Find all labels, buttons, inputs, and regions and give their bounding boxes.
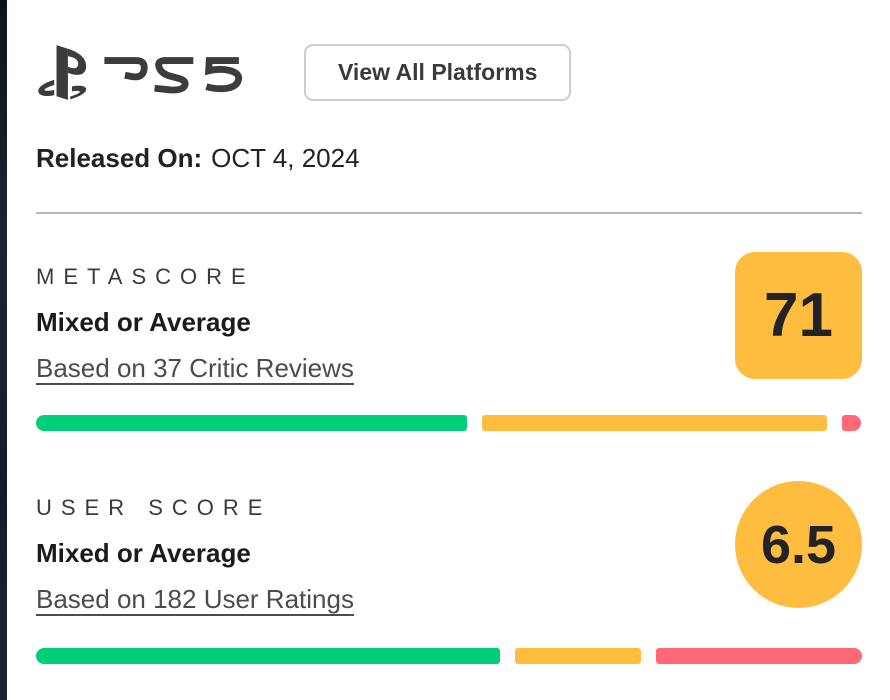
metascore-mixed-segment <box>482 415 828 431</box>
metascore-distribution-bar <box>36 415 862 431</box>
metascore-value: 71 <box>764 281 833 350</box>
release-date: OCT 4, 2024 <box>211 143 360 173</box>
metascore-negative-segment <box>842 415 862 431</box>
userscore-label: USER SCORE <box>36 495 272 520</box>
userscore-section: USER SCORE Mixed or Average Based on 182… <box>36 481 862 614</box>
userscore-positive-segment <box>36 648 500 664</box>
view-all-platforms-button[interactable]: View All Platforms <box>304 44 572 101</box>
userscore-sentiment: Mixed or Average <box>36 538 251 568</box>
platform-header: View All Platforms <box>36 44 862 101</box>
playstation-icon <box>38 45 243 100</box>
user-ratings-link[interactable]: Based on 182 User Ratings <box>36 584 354 614</box>
metascore-sentiment: Mixed or Average <box>36 307 251 337</box>
userscore-info: USER SCORE Mixed or Average Based on 182… <box>36 495 354 614</box>
metascore-section: METASCORE Mixed or Average Based on 37 C… <box>36 252 862 383</box>
userscore-distribution-bar <box>36 648 862 664</box>
userscore-value: 6.5 <box>760 514 837 575</box>
userscore-negative-segment <box>655 648 862 664</box>
release-info: Released On: OCT 4, 2024 <box>36 143 862 174</box>
critic-reviews-link[interactable]: Based on 37 Critic Reviews <box>36 353 354 383</box>
metascore-value-box[interactable]: 71 <box>735 252 862 379</box>
metascore-info: METASCORE Mixed or Average Based on 37 C… <box>36 264 354 383</box>
userscore-value-circle[interactable]: 6.5 <box>735 481 862 608</box>
userscore-mixed-segment <box>514 648 641 664</box>
background-edge <box>0 0 7 700</box>
released-on-label: Released On: <box>36 143 203 173</box>
ps5-logo <box>36 44 248 101</box>
metascore-label: METASCORE <box>36 264 255 289</box>
panel-content: View All Platforms Released On: OCT 4, 20… <box>36 44 862 664</box>
metascore-positive-segment <box>36 415 468 431</box>
section-divider <box>36 212 862 214</box>
